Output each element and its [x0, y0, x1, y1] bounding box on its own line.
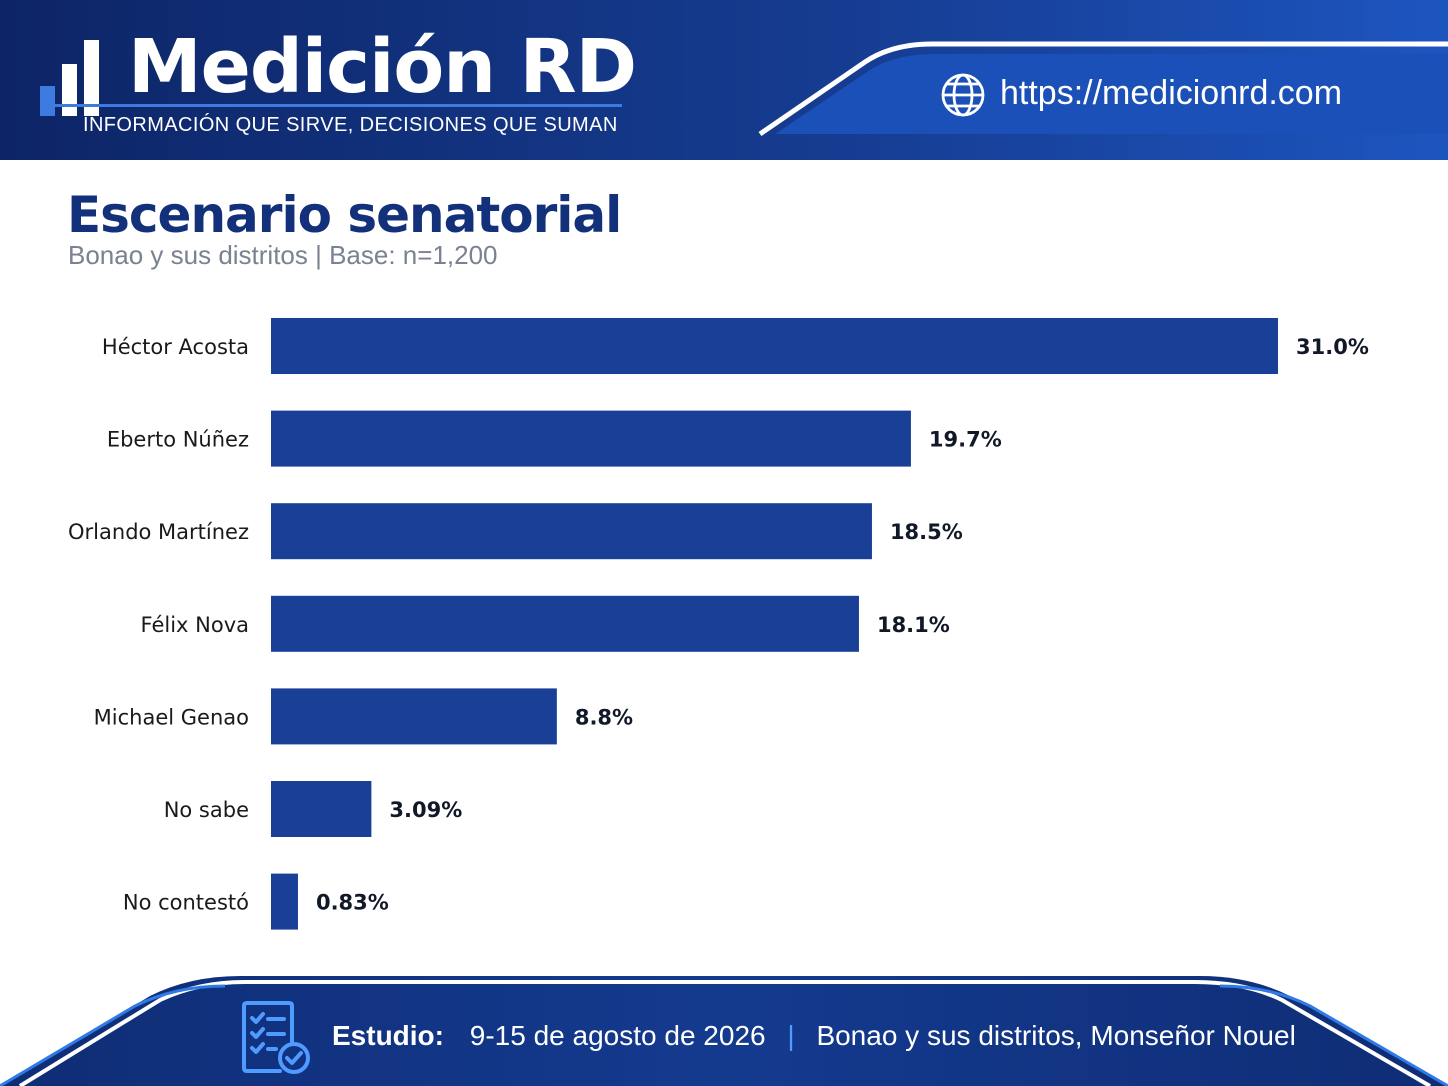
header-banner — [0, 0, 1448, 160]
brand-tagline: INFORMACIÓN QUE SIRVE, DECISIONES QUE SU… — [83, 114, 618, 136]
category-label: Michael Genao — [94, 705, 249, 729]
website-link[interactable]: https://medicionrd.com — [940, 68, 1420, 122]
chart-title: Escenario senatorial — [67, 186, 622, 244]
data-label: 18.5% — [890, 520, 963, 544]
bar — [271, 318, 1278, 374]
checklist-icon — [242, 1001, 310, 1074]
brand-underline — [40, 104, 622, 107]
bar-chart-logo-icon — [40, 40, 102, 116]
study-details: Estudio: 9-15 de agosto de 2026 | Bonao … — [332, 1020, 1296, 1052]
bar — [271, 595, 859, 652]
category-label: Eberto Núñez — [107, 428, 249, 452]
footer-banner — [0, 976, 1448, 1086]
bar — [271, 688, 557, 745]
data-label: 18.1% — [877, 613, 950, 637]
website-url[interactable]: https://medicionrd.com — [1000, 74, 1343, 112]
study-label: Estudio: — [332, 1020, 444, 1051]
chart-subtitle: Bonao y sus distritos | Base: n=1,200 — [68, 240, 498, 270]
bar — [271, 781, 372, 837]
bar — [271, 503, 872, 560]
bar-chart: Héctor Acosta 31.0% Eberto Núñez 19.7% Orlan… — [68, 318, 1369, 930]
study-location: Bonao y sus distritos, Monseñor Nouel — [816, 1020, 1296, 1051]
data-label: 31.0% — [1296, 335, 1369, 359]
category-label: Félix Nova — [141, 613, 249, 637]
category-label: No sabe — [164, 798, 249, 822]
category-label: Héctor Acosta — [102, 335, 249, 359]
data-label: 0.83% — [316, 891, 389, 915]
data-label: 19.7% — [929, 428, 1002, 452]
data-label: 8.8% — [575, 705, 633, 729]
bar — [271, 410, 911, 467]
brand-name: Medición RD — [128, 24, 637, 110]
study-dates: 9-15 de agosto de 2026 — [469, 1020, 766, 1051]
study-info: Estudio: 9-15 de agosto de 2026 | Bonao … — [240, 1000, 1390, 1076]
data-label: 3.09% — [389, 798, 462, 822]
study-separator: | — [787, 1020, 795, 1051]
globe-icon — [941, 73, 985, 117]
brand-logo: Medición RD INFORMACIÓN QUE SIRVE, DECIS… — [40, 22, 640, 142]
category-label: No contestó — [123, 891, 249, 915]
bar — [271, 873, 298, 930]
category-label: Orlando Martínez — [68, 520, 249, 544]
